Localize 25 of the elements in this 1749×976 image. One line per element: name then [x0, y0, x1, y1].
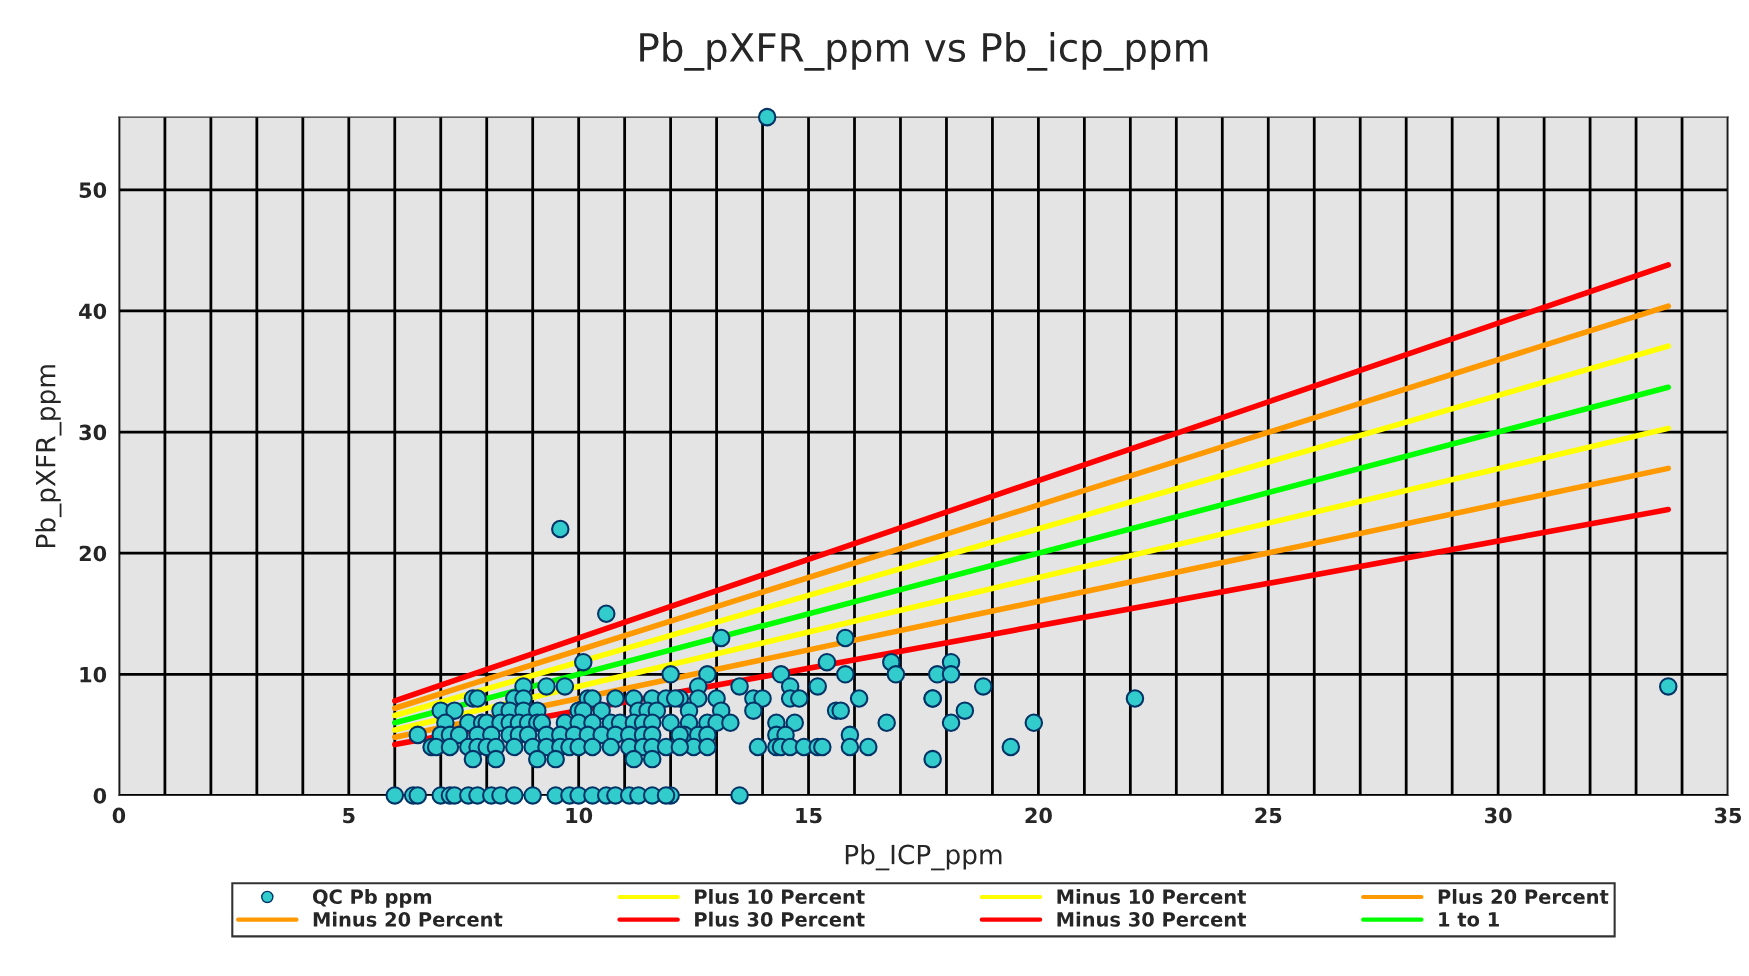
x-tick-label: 30 — [1485, 807, 1512, 824]
y-tick-label: 30 — [79, 424, 107, 441]
x-axis-title: Pb_ICP_ppm — [845, 844, 1002, 871]
x-tick-label: 0 — [112, 807, 126, 824]
legend-label: Minus 30 Percent — [1057, 911, 1246, 927]
y-axis-title: Pb_pXFR_ppm — [35, 365, 62, 547]
y-tick-label: 50 — [79, 182, 107, 199]
y-tick-label: 0 — [93, 787, 107, 804]
x-tick-label: 35 — [1714, 807, 1742, 824]
chart-title: Pb_pXFR_ppm vs Pb_icp_ppm — [640, 32, 1208, 71]
x-tick-label: 10 — [566, 807, 593, 824]
x-tick-label: 20 — [1025, 807, 1052, 824]
legend-label: Minus 10 Percent — [1057, 889, 1246, 905]
legend-label: Plus 20 Percent — [1438, 889, 1609, 905]
legend-label: Minus 20 Percent — [313, 911, 503, 927]
y-tick-label: 10 — [80, 666, 107, 683]
y-tick-label: 40 — [79, 303, 107, 320]
y-tick-label: 20 — [79, 545, 107, 562]
legend-label: QC Pb ppm — [312, 889, 432, 908]
legend-label: 1 to 1 — [1439, 912, 1499, 927]
x-tick-label: 25 — [1255, 807, 1282, 824]
x-tick-label: 15 — [796, 807, 822, 824]
x-tick-label: 5 — [343, 807, 355, 824]
legend-label: Plus 10 Percent — [695, 889, 865, 905]
legend-label: Plus 30 Percent — [695, 911, 865, 927]
